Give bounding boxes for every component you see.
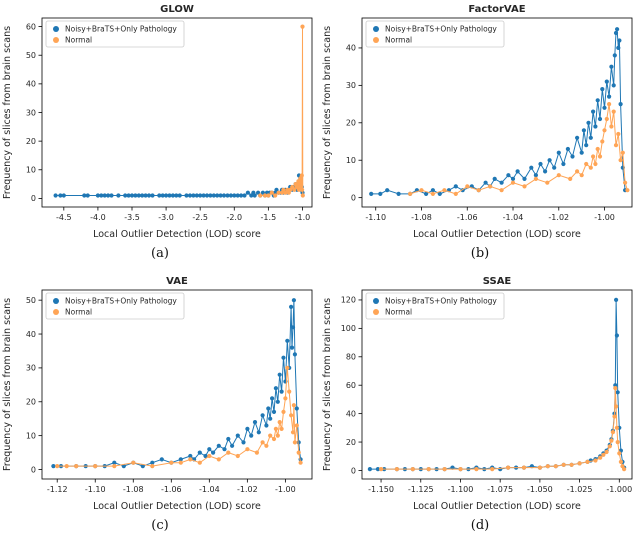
svg-text:10: 10 — [346, 156, 356, 165]
svg-text:-1.10: -1.10 — [85, 485, 106, 494]
svg-text:Local Outlier Detection (LOD): Local Outlier Detection (LOD) score — [93, 229, 261, 240]
svg-text:-1.08: -1.08 — [123, 485, 144, 494]
svg-text:Local Outlier Detection (LOD): Local Outlier Detection (LOD) score — [413, 229, 581, 240]
svg-text:Local Outlier Detection (LOD): Local Outlier Detection (LOD) score — [93, 501, 261, 512]
svg-text:80: 80 — [346, 353, 356, 362]
svg-text:-1.04: -1.04 — [199, 485, 220, 494]
svg-text:50: 50 — [26, 296, 36, 305]
svg-text:-3.5: -3.5 — [124, 213, 140, 222]
svg-text:30: 30 — [26, 364, 36, 373]
svg-text:20: 20 — [26, 137, 36, 146]
svg-text:60: 60 — [346, 381, 356, 390]
caption-b: (b) — [470, 246, 490, 261]
svg-text:0: 0 — [351, 193, 356, 202]
svg-text:-1.025: -1.025 — [567, 485, 593, 494]
svg-text:50: 50 — [26, 51, 36, 60]
svg-text:-1.0: -1.0 — [295, 213, 311, 222]
svg-text:30: 30 — [26, 108, 36, 117]
svg-text:VAE: VAE — [166, 276, 188, 287]
svg-text:-2.0: -2.0 — [226, 213, 242, 222]
svg-text:-1.04: -1.04 — [503, 213, 524, 222]
svg-text:Frequency of slices from brain: Frequency of slices from brain scans — [322, 298, 333, 471]
svg-text:FactorVAE: FactorVAE — [468, 4, 525, 15]
svg-text:40: 40 — [346, 44, 356, 53]
svg-text:20: 20 — [346, 438, 356, 447]
ssae-chart-canvas: -1.150 -1.125 -1.100 -1.075 -1.050 -1.025 -1.0… — [322, 276, 633, 512]
svg-text:Frequency of slices from brain: Frequency of slices from brain scans — [2, 26, 13, 199]
svg-text:-4.0: -4.0 — [90, 213, 106, 222]
svg-text:-1.125: -1.125 — [408, 485, 434, 494]
svg-text:-1.08: -1.08 — [411, 213, 432, 222]
svg-text:-1.000: -1.000 — [606, 485, 632, 494]
svg-text:Frequency of slices from brain: Frequency of slices from brain scans — [2, 298, 13, 471]
svg-text:-1.00: -1.00 — [275, 485, 296, 494]
svg-text:40: 40 — [346, 409, 356, 418]
svg-text:40: 40 — [26, 80, 36, 89]
factorvae-chart-canvas: -1.10 -1.08 -1.06 -1.04 -1.02 -1.00 0 10 20 30 40 F… — [322, 4, 633, 240]
svg-text:60: 60 — [26, 22, 36, 31]
svg-text:-1.050: -1.050 — [527, 485, 553, 494]
subplot-ssae: -1.150 -1.125 -1.100 -1.075 -1.050 -1.025 -1.0… — [320, 272, 640, 544]
svg-text:20: 20 — [346, 119, 356, 128]
svg-text:-2.5: -2.5 — [192, 213, 208, 222]
svg-text:120: 120 — [341, 296, 356, 305]
svg-text:-1.12: -1.12 — [47, 485, 68, 494]
svg-text:Normal: Normal — [65, 308, 92, 317]
svg-text:0: 0 — [31, 194, 36, 203]
svg-text:-3.0: -3.0 — [158, 213, 174, 222]
subplot-glow: -4.5 -4.0 -3.5 -3.0 -2.5 -2.0 -1.5 -1.0 0 10 20 30 4… — [0, 0, 320, 272]
svg-text:-1.06: -1.06 — [161, 485, 182, 494]
svg-text:40: 40 — [26, 330, 36, 339]
svg-text:-1.00: -1.00 — [594, 213, 615, 222]
svg-text:-1.150: -1.150 — [368, 485, 394, 494]
svg-text:-1.100: -1.100 — [448, 485, 474, 494]
svg-text:-4.5: -4.5 — [56, 213, 72, 222]
svg-text:0: 0 — [31, 465, 36, 474]
svg-text:-1.5: -1.5 — [261, 213, 277, 222]
svg-text:0: 0 — [351, 466, 356, 475]
svg-text:Noisy+BraTS+Only Pathology: Noisy+BraTS+Only Pathology — [65, 297, 177, 306]
svg-text:10: 10 — [26, 166, 36, 175]
svg-text:Noisy+BraTS+Only Pathology: Noisy+BraTS+Only Pathology — [65, 25, 177, 34]
svg-text:30: 30 — [346, 81, 356, 90]
svg-text:SSAE: SSAE — [483, 276, 512, 287]
glow-chart-canvas: -4.5 -4.0 -3.5 -3.0 -2.5 -2.0 -1.5 -1.0 0 10 20 30 4… — [2, 4, 313, 240]
caption-d: (d) — [470, 518, 490, 533]
svg-text:Normal: Normal — [65, 36, 92, 45]
subplot-factorvae: -1.10 -1.08 -1.06 -1.04 -1.02 -1.00 0 10 20 30 40 F… — [320, 0, 640, 272]
svg-text:Local Outlier Detection (LOD): Local Outlier Detection (LOD) score — [413, 501, 581, 512]
svg-text:-1.02: -1.02 — [237, 485, 258, 494]
caption-c: (c) — [151, 518, 169, 533]
svg-text:Normal: Normal — [385, 308, 412, 317]
caption-a: (a) — [151, 246, 169, 261]
svg-text:-1.10: -1.10 — [365, 213, 386, 222]
svg-text:Frequency of slices from brain: Frequency of slices from brain scans — [322, 26, 333, 199]
svg-text:Normal: Normal — [385, 36, 412, 45]
svg-text:-1.02: -1.02 — [548, 213, 569, 222]
svg-text:20: 20 — [26, 398, 36, 407]
svg-text:10: 10 — [26, 431, 36, 440]
vae-chart-canvas: -1.12 -1.10 -1.08 -1.06 -1.04 -1.02 -1.00 0 10 20… — [2, 276, 313, 512]
svg-text:Noisy+BraTS+Only Pathology: Noisy+BraTS+Only Pathology — [385, 25, 497, 34]
svg-text:Noisy+BraTS+Only Pathology: Noisy+BraTS+Only Pathology — [385, 297, 497, 306]
svg-text:-1.075: -1.075 — [487, 485, 513, 494]
svg-text:-1.06: -1.06 — [457, 213, 478, 222]
subplot-vae: -1.12 -1.10 -1.08 -1.06 -1.04 -1.02 -1.00 0 10 20… — [0, 272, 320, 544]
svg-text:GLOW: GLOW — [160, 4, 194, 15]
svg-text:100: 100 — [341, 324, 356, 333]
